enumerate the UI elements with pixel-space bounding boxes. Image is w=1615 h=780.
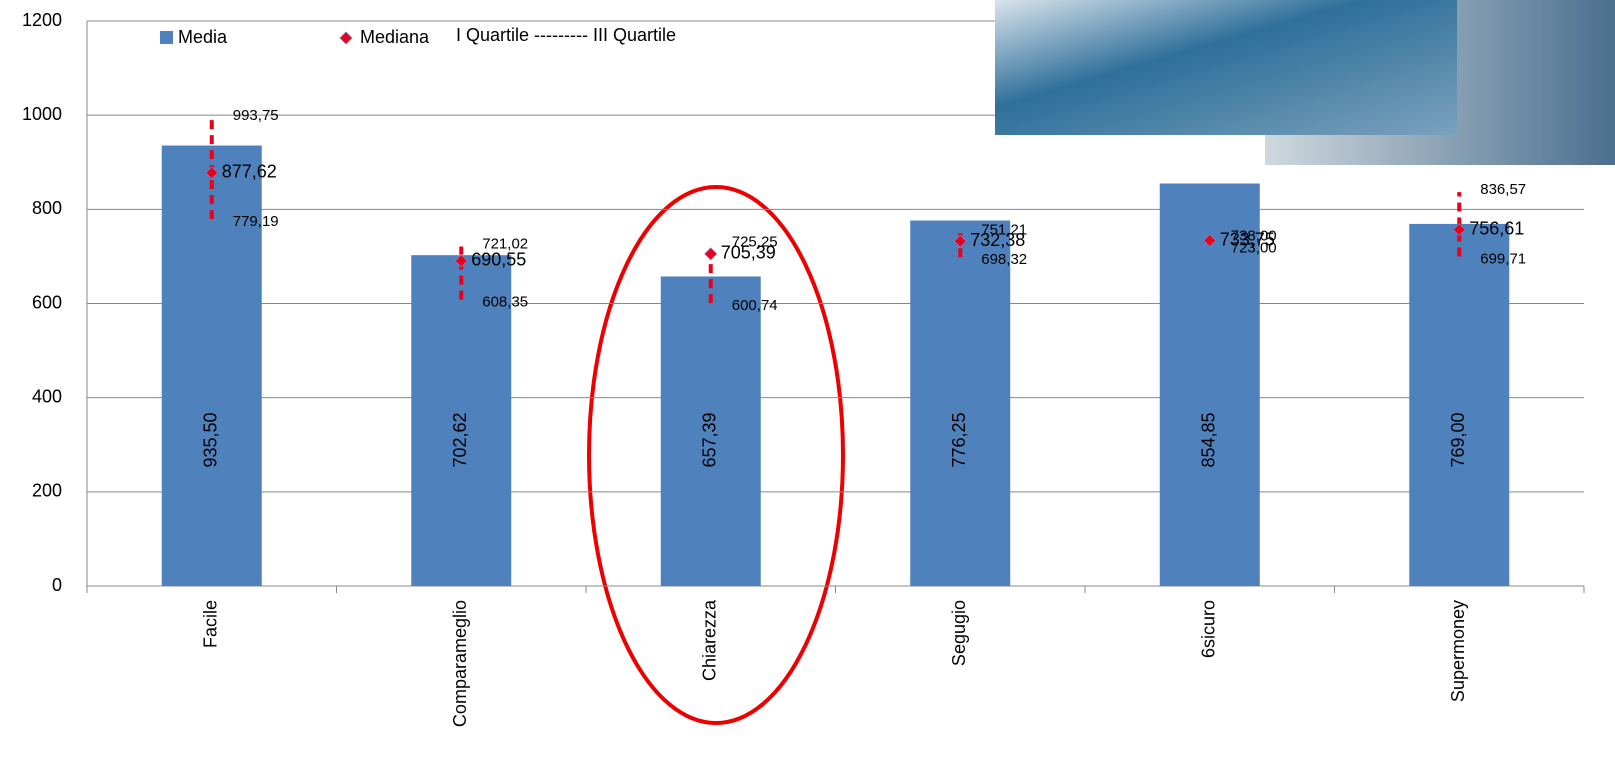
q3-label: 738,00 — [1231, 227, 1277, 244]
median-marker — [205, 166, 219, 180]
bar-value-label: 769,00 — [1448, 412, 1468, 467]
median-label: 756,61 — [1469, 219, 1524, 239]
q1-label: 608,35 — [482, 294, 528, 311]
legend-label: I Quartile --------- III Quartile — [456, 25, 676, 45]
q1-label: 600,74 — [732, 297, 778, 314]
median-marker — [1203, 233, 1217, 248]
legend-swatch — [339, 31, 353, 45]
car-photo — [995, 0, 1457, 135]
plot-area — [86, 20, 1585, 593]
highlight-ellipse — [587, 185, 845, 725]
y-tick-label: 1200 — [22, 10, 62, 30]
legend-label: Mediana — [360, 27, 430, 47]
x-tick-label: Facile — [201, 600, 221, 648]
y-tick-label: 0 — [52, 575, 62, 595]
legend-swatch — [160, 31, 173, 44]
x-tick-label: Segugio — [949, 600, 969, 666]
bar-value-label: 776,25 — [949, 412, 969, 467]
median-marker — [704, 247, 718, 261]
q3-label: 836,57 — [1480, 181, 1526, 198]
bar — [1409, 223, 1510, 586]
bar — [1159, 183, 1260, 586]
median-label: 877,62 — [222, 162, 277, 182]
bar-value-label: 935,50 — [201, 412, 221, 467]
q1-label: 723,00 — [1231, 240, 1277, 257]
y-tick-label: 800 — [32, 198, 62, 218]
legend-label: Media — [178, 27, 228, 47]
median-marker — [1452, 223, 1466, 237]
q1-label: 699,71 — [1480, 251, 1526, 268]
bar — [660, 276, 761, 586]
median-label: 732,38 — [970, 230, 1025, 250]
x-tick-label: Supermoney — [1448, 600, 1468, 702]
q3-label: 751,21 — [981, 221, 1027, 238]
y-tick-label: 400 — [32, 386, 62, 406]
bar-value-label: 657,39 — [700, 412, 720, 467]
median-label: 690,55 — [471, 250, 526, 270]
median-label: 705,39 — [721, 243, 776, 263]
median-marker — [953, 234, 967, 248]
x-tick-label: 6sicuro — [1199, 600, 1219, 658]
median-label: 733,75 — [1220, 229, 1275, 249]
bar — [910, 220, 1011, 586]
y-tick-label: 600 — [32, 292, 62, 312]
y-tick-label: 1000 — [22, 104, 62, 124]
q3-label: 721,02 — [482, 235, 528, 252]
bar — [411, 255, 512, 586]
q1-label: 698,32 — [981, 251, 1027, 268]
y-tick-label: 200 — [32, 481, 62, 501]
x-tick-label: Chiarezza — [700, 599, 720, 681]
median-marker — [454, 254, 468, 268]
x-tick-label: Comparameglio — [450, 600, 470, 727]
q3-label: 725,25 — [732, 233, 778, 250]
bar-value-label: 702,62 — [450, 412, 470, 467]
bar-value-label: 854,85 — [1199, 412, 1219, 467]
q3-label: 993,75 — [233, 107, 279, 124]
q1-label: 779,19 — [233, 213, 279, 230]
